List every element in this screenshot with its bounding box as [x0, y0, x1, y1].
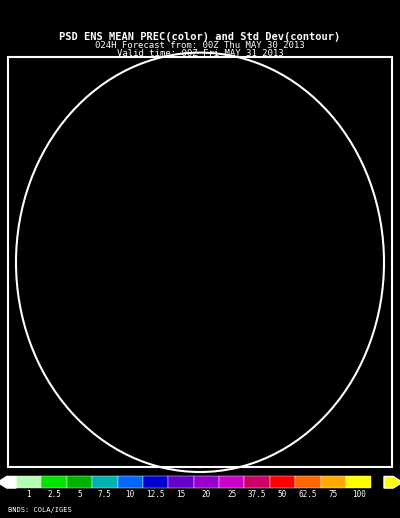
FancyArrow shape — [384, 477, 400, 488]
Bar — [295, 477, 320, 488]
Text: 12.5: 12.5 — [146, 490, 165, 499]
Text: 024H Forecast from: 00Z Thu MAY 30 2013: 024H Forecast from: 00Z Thu MAY 30 2013 — [95, 41, 305, 50]
Bar — [16, 477, 41, 488]
Text: 2.5: 2.5 — [47, 490, 61, 499]
Bar — [244, 477, 270, 488]
Text: 50: 50 — [278, 490, 287, 499]
Bar — [92, 477, 118, 488]
Text: 5: 5 — [77, 490, 82, 499]
Bar — [270, 477, 295, 488]
Text: 10: 10 — [126, 490, 135, 499]
Text: 37.5: 37.5 — [248, 490, 266, 499]
Bar — [320, 477, 346, 488]
Bar — [41, 477, 67, 488]
Text: PSD ENS MEAN PREC(color) and Std Dev(contour): PSD ENS MEAN PREC(color) and Std Dev(con… — [59, 32, 341, 42]
Text: BNDS: COLA/IGES: BNDS: COLA/IGES — [8, 507, 72, 513]
Text: 7.5: 7.5 — [98, 490, 112, 499]
Bar — [143, 477, 168, 488]
Text: 25: 25 — [227, 490, 236, 499]
Text: 20: 20 — [202, 490, 211, 499]
Text: 15: 15 — [176, 490, 186, 499]
Bar — [346, 477, 371, 488]
FancyArrow shape — [0, 477, 16, 488]
Bar — [67, 477, 92, 488]
Bar — [219, 477, 244, 488]
Bar — [168, 477, 194, 488]
Bar — [194, 477, 219, 488]
Text: 1: 1 — [26, 490, 31, 499]
Text: 62.5: 62.5 — [299, 490, 317, 499]
Text: 100: 100 — [352, 490, 366, 499]
Text: 75: 75 — [329, 490, 338, 499]
Text: Valid time: 00Z Fri MAY 31 2013: Valid time: 00Z Fri MAY 31 2013 — [117, 49, 283, 59]
Bar — [118, 477, 143, 488]
Circle shape — [16, 53, 384, 472]
